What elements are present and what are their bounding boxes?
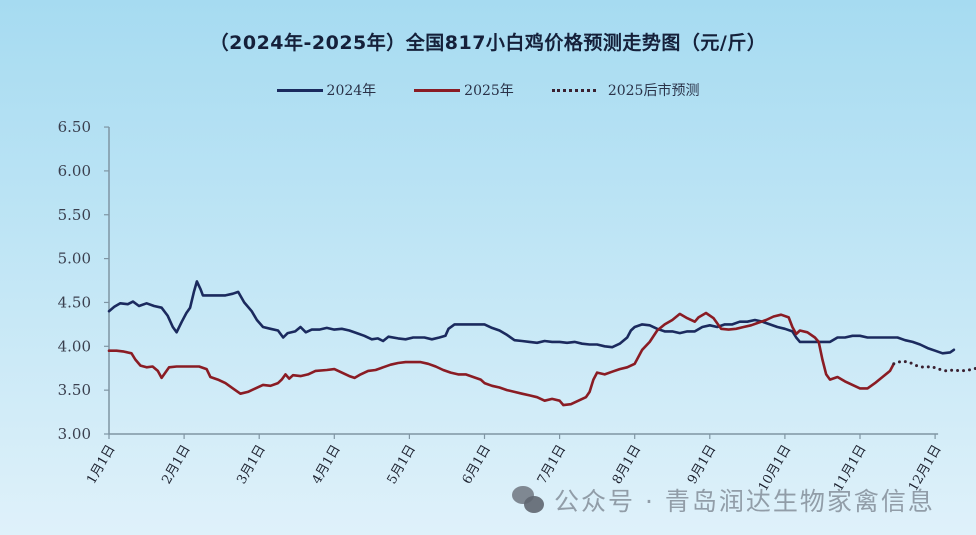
x-tick-label: 6月1日 — [460, 443, 494, 487]
x-tick-label: 7月1日 — [535, 443, 569, 487]
legend-item-2025: 2025年 — [414, 80, 514, 100]
legend-label-2024: 2024年 — [326, 83, 377, 99]
series-line — [892, 359, 976, 373]
series-line — [107, 311, 896, 407]
legend-label-forecast: 2025后市预测 — [607, 83, 700, 99]
y-tick-label: 5.00 — [58, 250, 91, 268]
x-tick-label: 4月1日 — [310, 443, 344, 487]
legend-label-2025: 2025年 — [464, 83, 514, 99]
x-tick-label: 2月1日 — [159, 443, 193, 487]
x-tick-label: 5月1日 — [385, 443, 419, 487]
legend-swatch-2025 — [414, 88, 461, 92]
wechat-icon — [512, 486, 546, 514]
y-tick-label: 6.50 — [58, 118, 91, 136]
y-tick-label: 3.50 — [58, 381, 91, 399]
series-line — [107, 280, 956, 355]
x-tick-label: 1月1日 — [84, 443, 118, 487]
legend-swatch-2024 — [276, 88, 323, 92]
x-tick-label: 3月1日 — [234, 443, 268, 487]
watermark: 公众号 · 青岛润达生物家禽信息 — [512, 482, 935, 518]
watermark-text: 公众号 · 青岛润达生物家禽信息 — [554, 487, 935, 516]
x-tick-label: 8月1日 — [610, 443, 644, 487]
chart-title: （2024年-2025年）全国817小白鸡价格预测走势图（元/斤） — [209, 32, 767, 54]
y-tick-label: 4.00 — [58, 337, 91, 355]
y-tick-label: 6.00 — [58, 162, 91, 180]
chart-legend: 2024年 2025年 2025后市预测 — [0, 80, 976, 100]
x-tick-label: 9月1日 — [685, 443, 719, 487]
legend-item-forecast: 2025后市预测 — [551, 80, 700, 100]
legend-swatch-forecast — [551, 88, 596, 92]
y-tick-label: 4.50 — [58, 293, 91, 311]
legend-item-2024: 2024年 — [276, 80, 377, 100]
y-tick-label: 3.00 — [58, 425, 91, 443]
y-tick-label: 5.50 — [58, 206, 91, 224]
